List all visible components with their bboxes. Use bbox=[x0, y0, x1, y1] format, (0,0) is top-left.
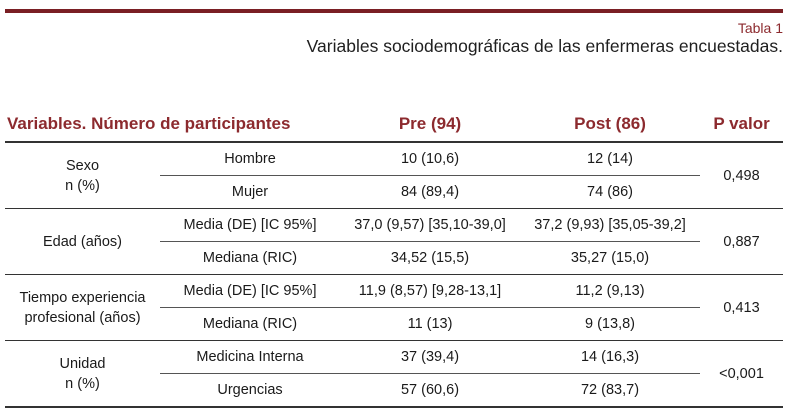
group-label-edad: Edad (años) bbox=[5, 208, 160, 275]
table-row: Unidad n (%) Medicina Interna 37 (39,4) … bbox=[5, 340, 784, 408]
pre-value-cell: 37,0 (9,57) [35,10-39,0] bbox=[340, 208, 521, 242]
post-value-cell: 11,2 (9,13) bbox=[520, 274, 701, 308]
pre-value-cell: 11,9 (8,57) [9,28-13,1] bbox=[340, 274, 521, 308]
post-value-cell: 72 (83,7) bbox=[520, 373, 701, 408]
p-value-cell: <0,001 bbox=[700, 340, 784, 408]
pre-value-cell: 34,52 (15,5) bbox=[340, 241, 521, 275]
header-post: Post (86) bbox=[520, 107, 701, 143]
group-label-line: profesional (años) bbox=[24, 309, 141, 326]
header-variables: Variables. Número de participantes bbox=[5, 107, 341, 143]
table-row: Tiempo experiencia profesional (años) Me… bbox=[5, 274, 784, 341]
header-row: Variables. Número de participantes Pre (… bbox=[5, 107, 784, 143]
pre-value-cell: 57 (60,6) bbox=[340, 373, 521, 408]
p-value-cell: 0,413 bbox=[700, 274, 784, 341]
subcategory-cell: Media (DE) [IC 95%] bbox=[160, 208, 341, 242]
group-label-line: n (%) bbox=[65, 177, 100, 194]
table-caption: Tabla 1 Variables sociodemográficas de l… bbox=[307, 20, 783, 57]
pre-value-cell: 10 (10,6) bbox=[340, 141, 521, 176]
post-value-cell: 35,27 (15,0) bbox=[520, 241, 701, 275]
p-value-cell: 0,498 bbox=[700, 141, 784, 209]
p-value-cell: 0,887 bbox=[700, 208, 784, 275]
table-row: Mediana (RIC) 34,52 (15,5) 35,27 (15,0) bbox=[5, 241, 783, 275]
table-number: Tabla 1 bbox=[737, 20, 783, 36]
subcategory-cell: Mujer bbox=[160, 175, 341, 209]
table-row: Edad (años) Media (DE) [IC 95%] 37,0 (9,… bbox=[5, 208, 784, 275]
group-label-line: Unidad bbox=[59, 355, 106, 372]
table-row: Mujer 84 (89,4) 74 (86) bbox=[5, 175, 783, 209]
pre-value-cell: 37 (39,4) bbox=[340, 340, 521, 374]
group-label-line: Sexo bbox=[65, 157, 100, 174]
post-value-cell: 12 (14) bbox=[520, 141, 701, 176]
header-p-value: P valor bbox=[700, 107, 784, 143]
pre-value-cell: 84 (89,4) bbox=[340, 175, 521, 209]
subcategory-cell: Hombre bbox=[160, 141, 341, 176]
top-rule bbox=[5, 9, 783, 13]
pre-value-cell: 11 (13) bbox=[340, 307, 521, 341]
group-label-experiencia: Tiempo experiencia profesional (años) bbox=[5, 274, 160, 341]
post-value-cell: 74 (86) bbox=[520, 175, 701, 209]
post-value-cell: 14 (16,3) bbox=[520, 340, 701, 374]
table-row: Mediana (RIC) 11 (13) 9 (13,8) bbox=[5, 307, 783, 341]
subcategory-cell: Urgencias bbox=[160, 373, 341, 408]
data-table: Variables. Número de participantes Pre (… bbox=[5, 107, 784, 408]
table-title: Variables sociodemográficas de las enfer… bbox=[306, 36, 783, 56]
table-row: Sexo n (%) Hombre 10 (10,6) 12 (14) 0,49… bbox=[5, 141, 784, 209]
subcategory-cell: Media (DE) [IC 95%] bbox=[160, 274, 341, 308]
post-value-cell: 37,2 (9,93) [35,05-39,2] bbox=[520, 208, 701, 242]
group-label-line: Edad (años) bbox=[43, 233, 122, 250]
subcategory-cell: Mediana (RIC) bbox=[160, 241, 341, 275]
subcategory-cell: Mediana (RIC) bbox=[160, 307, 341, 341]
group-label-line: Tiempo experiencia bbox=[19, 289, 146, 306]
group-label-sexo: Sexo n (%) bbox=[5, 141, 160, 209]
subcategory-cell: Medicina Interna bbox=[160, 340, 341, 374]
group-label-line: n (%) bbox=[65, 375, 100, 392]
group-label-unidad: Unidad n (%) bbox=[5, 340, 160, 408]
header-pre: Pre (94) bbox=[340, 107, 521, 143]
table-row: Urgencias 57 (60,6) 72 (83,7) bbox=[5, 373, 783, 408]
post-value-cell: 9 (13,8) bbox=[520, 307, 701, 341]
